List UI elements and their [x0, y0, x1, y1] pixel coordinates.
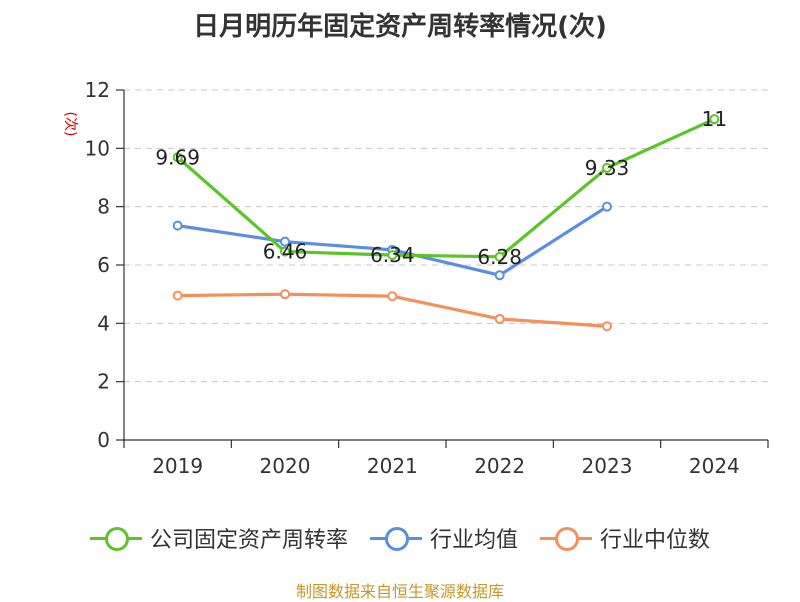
data-label: 6.46: [263, 240, 308, 264]
series-1: [172, 201, 612, 281]
x-tick-label: 2021: [367, 454, 418, 478]
source-note: 制图数据来自恒生聚源数据库: [295, 582, 504, 601]
x-tick-label: 2020: [260, 454, 311, 478]
legend-label: 行业中位数: [600, 528, 711, 553]
x-tick-label: 2019: [152, 454, 203, 478]
legend-item[interactable]: 行业中位数: [540, 522, 710, 554]
data-point: [602, 201, 612, 212]
data-point: [494, 270, 505, 281]
data-point: [172, 220, 183, 231]
legend: 公司固定资产周转率 行业均值 行业中位数: [0, 518, 800, 558]
data-point: [172, 152, 183, 163]
data-label: 6.34: [370, 243, 415, 267]
legend-label: 行业均值: [429, 528, 518, 553]
x-tick-label: 2023: [582, 454, 633, 478]
x-tick-label: 2022: [474, 454, 525, 478]
data-point: [280, 246, 290, 257]
data-labels: 9.69 6.46 6.34 6.28 9.33 11: [155, 107, 727, 269]
legend-marker-icon: [540, 526, 592, 551]
data-label: 9.33: [585, 156, 630, 180]
data-point: [602, 162, 612, 173]
data-point: [602, 321, 612, 332]
legend-item[interactable]: 公司固定资产周转率: [89, 522, 348, 554]
series-2: [172, 289, 612, 332]
data-label: 9.69: [155, 145, 200, 169]
data-point: [387, 291, 398, 302]
legend-label: 公司固定资产周转率: [149, 528, 348, 553]
y-tick-label: 6: [97, 253, 110, 277]
series-0: [172, 114, 720, 262]
data-point: [494, 313, 505, 324]
data-point: [494, 251, 505, 262]
y-tick-label: 8: [97, 195, 110, 219]
data-point: [709, 114, 720, 125]
series-line: [176, 117, 715, 259]
data-point: [280, 289, 290, 300]
legend-marker-icon: [89, 526, 142, 551]
y-tick-label: 4: [97, 311, 110, 335]
y-tick-label: 2: [97, 370, 110, 394]
y-tick-label: 12: [85, 78, 110, 102]
data-label: 6.28: [477, 245, 522, 269]
data-point: [280, 236, 290, 247]
y-tick-label: 10: [85, 136, 110, 160]
data-point: [387, 250, 398, 261]
x-tick-label: 2024: [689, 454, 740, 478]
y-axis-unit: (次): [62, 112, 78, 137]
y-tick-label: 0: [97, 428, 110, 452]
chart-title: 日月明历年固定资产周转率情况(次): [193, 12, 607, 42]
data-label: 11: [702, 107, 727, 131]
legend-item[interactable]: 行业均值: [369, 522, 518, 554]
data-point: [172, 290, 183, 301]
legend-marker-icon: [369, 526, 422, 551]
